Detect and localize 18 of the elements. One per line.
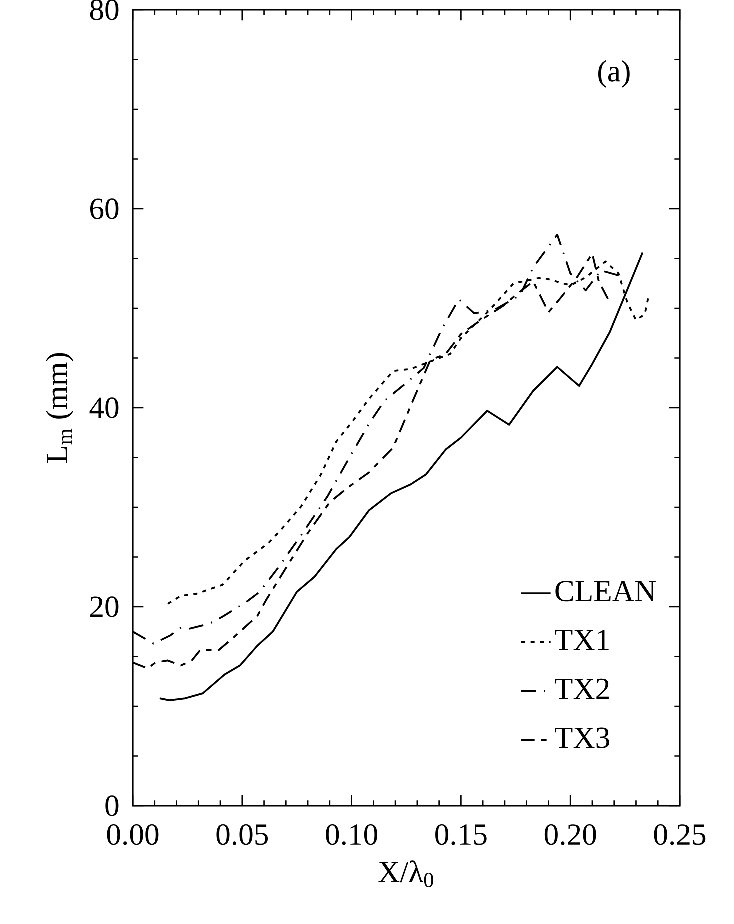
x-tick-label: 0.10 [326,824,378,846]
legend-label: CLEAN [556,581,656,602]
y-axis-title: L$_{m}$ (mm) [46,353,74,464]
x-tick-label: 0.25 [654,824,706,846]
y-tick-label: 80 [90,0,119,20]
legend-label: TX1 [555,630,609,650]
y-tick-label: 20 [90,596,119,618]
y-tick-label: 0 [106,796,119,816]
x-tick-label: 0.00 [107,824,159,846]
y-tick-label: 40 [90,398,119,418]
x-tick-label: 0.05 [216,824,268,846]
x-axis-title: X/λ$_{0}$ [378,860,434,888]
annotation: (a) [598,60,630,88]
x-tick-label: 0.20 [544,824,596,846]
y-tick-label: 60 [90,198,119,220]
x-tick-label: 0.15 [436,824,487,846]
legend-label: TX3 [555,728,610,748]
legend-label: TX2 [555,678,609,700]
